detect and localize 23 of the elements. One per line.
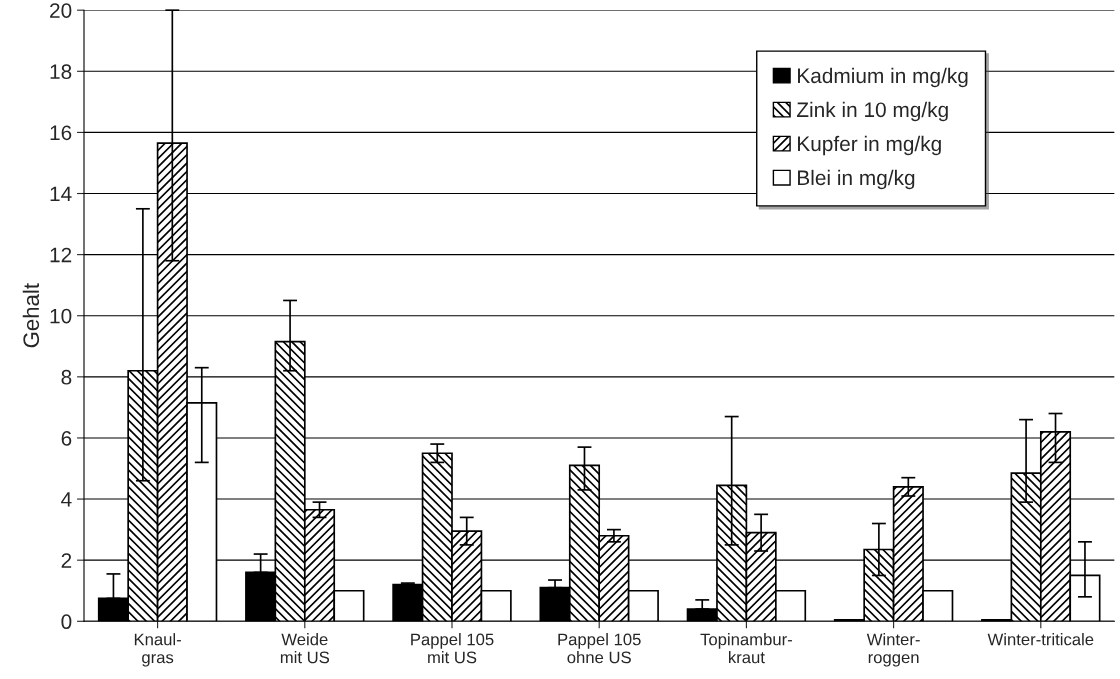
legend-label: Kupfer in mg/kg	[798, 135, 941, 156]
x-tick-label: Pappel 105 mit US	[411, 633, 494, 664]
y-tick-label: 6	[61, 430, 72, 446]
legend-label: Blei in mg/kg	[798, 169, 915, 190]
x-tick-label: Topinambur- kraut	[700, 633, 792, 664]
y-tick-label: 18	[50, 64, 72, 80]
x-tick-label: Knaul- gras	[134, 633, 181, 667]
y-tick-label: 0	[61, 614, 72, 630]
legend-label: Zink in 10 mg/kg	[796, 101, 948, 122]
legend-label: Kadmium in mg/kg	[798, 67, 968, 88]
x-tick-label: Pappel 105 ohne US	[558, 633, 641, 664]
y-axis-title: Gehalt	[22, 283, 40, 348]
y-tick-label: 16	[50, 125, 72, 141]
y-tick-label: 14	[50, 186, 72, 202]
x-tick-label: Winter- roggen	[866, 633, 920, 667]
y-tick-label: 2	[61, 553, 72, 568]
x-tick-label: Winter-triticale	[987, 633, 1094, 646]
y-tick-label: 10	[50, 308, 72, 324]
y-tick-label: 4	[61, 492, 72, 507]
y-tick-label: 20	[50, 3, 72, 18]
y-tick-label: 8	[61, 369, 72, 385]
y-tick-label: 12	[50, 247, 72, 263]
x-tick-label: Weide mit US	[280, 633, 330, 664]
